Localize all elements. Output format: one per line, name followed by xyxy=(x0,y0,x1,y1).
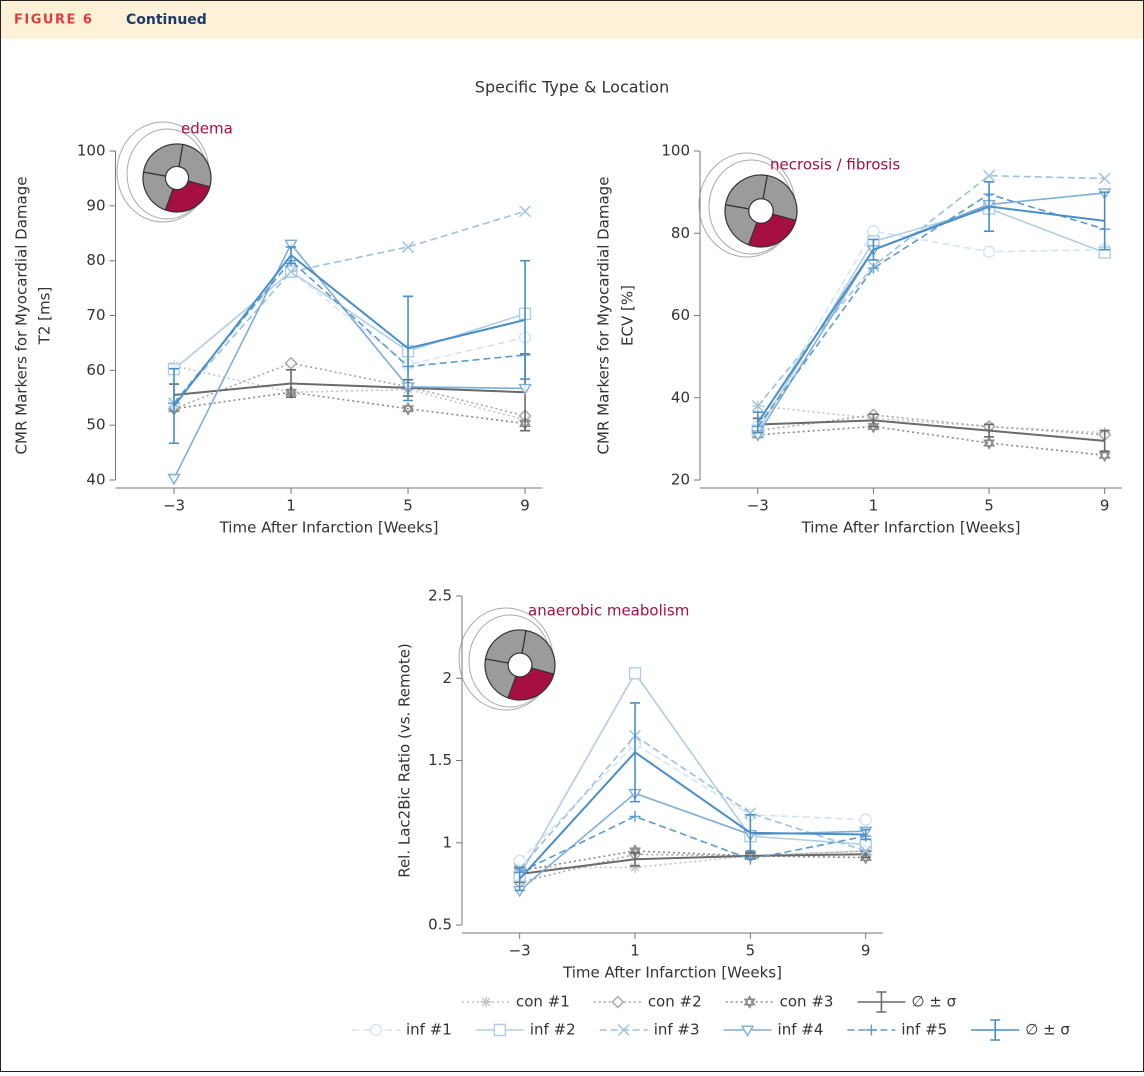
y-tick-label: 50 xyxy=(86,416,105,434)
y-tick-label: 1.5 xyxy=(428,751,452,769)
legend-label: con #2 xyxy=(648,993,702,1011)
y-tick-label: 100 xyxy=(77,142,106,160)
figure-title: Specific Type & Location xyxy=(475,78,669,97)
y-tick-label: 80 xyxy=(86,251,105,269)
legend-label: inf #5 xyxy=(901,1021,947,1039)
figure-continued: Continued xyxy=(126,12,207,28)
y-tick-label: 2 xyxy=(442,669,452,687)
y-tick-label: 40 xyxy=(671,388,690,406)
legend-label: inf #4 xyxy=(778,1021,824,1039)
data-point xyxy=(868,226,879,237)
x-axis-title: Time After Infarction [Weeks] xyxy=(562,964,782,982)
data-point xyxy=(860,814,871,825)
x-tick-label: −3 xyxy=(509,942,531,960)
x-tick-label: 1 xyxy=(869,497,879,515)
y-tick-label: 40 xyxy=(86,471,105,489)
x-tick-label: 5 xyxy=(984,497,994,515)
y-tick-label: 60 xyxy=(671,306,690,324)
figure: FIGURE 6 Continued Specific Type & Locat… xyxy=(0,0,1144,1072)
x-axis-title: Time After Infarction [Weeks] xyxy=(219,519,439,537)
annotation: anaerobic meabolism xyxy=(528,602,689,620)
x-tick-label: −3 xyxy=(163,497,185,515)
y-tick-label: 20 xyxy=(671,471,690,489)
x-tick-label: −3 xyxy=(747,497,769,515)
y-axis-title: CMR Markers for Myocardial Damage xyxy=(595,177,613,455)
y-tick-label: 80 xyxy=(671,224,690,242)
x-tick-label: 9 xyxy=(520,497,530,515)
legend-label: inf #1 xyxy=(406,1021,452,1039)
y-axis-title: Rel. Lac2Bic Ratio (vs. Remote) xyxy=(396,643,414,878)
annotation: edema xyxy=(181,120,233,138)
y-tick-label: 90 xyxy=(86,196,105,214)
x-tick-label: 5 xyxy=(746,942,756,960)
legend-label: con #1 xyxy=(516,993,570,1011)
figure-number: FIGURE 6 xyxy=(14,13,93,28)
x-tick-label: 1 xyxy=(286,497,296,515)
y-tick-label: 1 xyxy=(442,833,452,851)
legend-label: inf #2 xyxy=(530,1021,576,1039)
x-tick-label: 9 xyxy=(1100,497,1110,515)
legend-marker xyxy=(481,997,492,1008)
x-axis-title: Time After Infarction [Weeks] xyxy=(801,519,1021,537)
x-tick-label: 5 xyxy=(403,497,413,515)
legend-label: inf #3 xyxy=(654,1021,700,1039)
y-axis-title: T2 [ms] xyxy=(36,287,54,346)
legend-label: ∅ ± σ xyxy=(1025,1021,1070,1039)
y-axis-title: ECV [%] xyxy=(619,285,637,346)
legend-marker xyxy=(371,1025,382,1036)
y-tick-label: 2.5 xyxy=(428,587,452,605)
data-point xyxy=(984,246,995,257)
y-tick-label: 60 xyxy=(86,361,105,379)
x-tick-label: 1 xyxy=(630,942,640,960)
y-tick-label: 0.5 xyxy=(428,916,452,934)
legend-marker xyxy=(494,1025,505,1036)
data-point xyxy=(630,668,641,679)
y-tick-label: 70 xyxy=(86,306,105,324)
y-axis-title: CMR Markers for Myocardial Damage xyxy=(13,177,31,455)
annotation: necrosis / fibrosis xyxy=(770,156,900,174)
legend-label: con #3 xyxy=(780,993,834,1011)
y-tick-label: 100 xyxy=(661,142,690,160)
x-tick-label: 9 xyxy=(861,942,871,960)
legend-label: ∅ ± σ xyxy=(911,993,956,1011)
